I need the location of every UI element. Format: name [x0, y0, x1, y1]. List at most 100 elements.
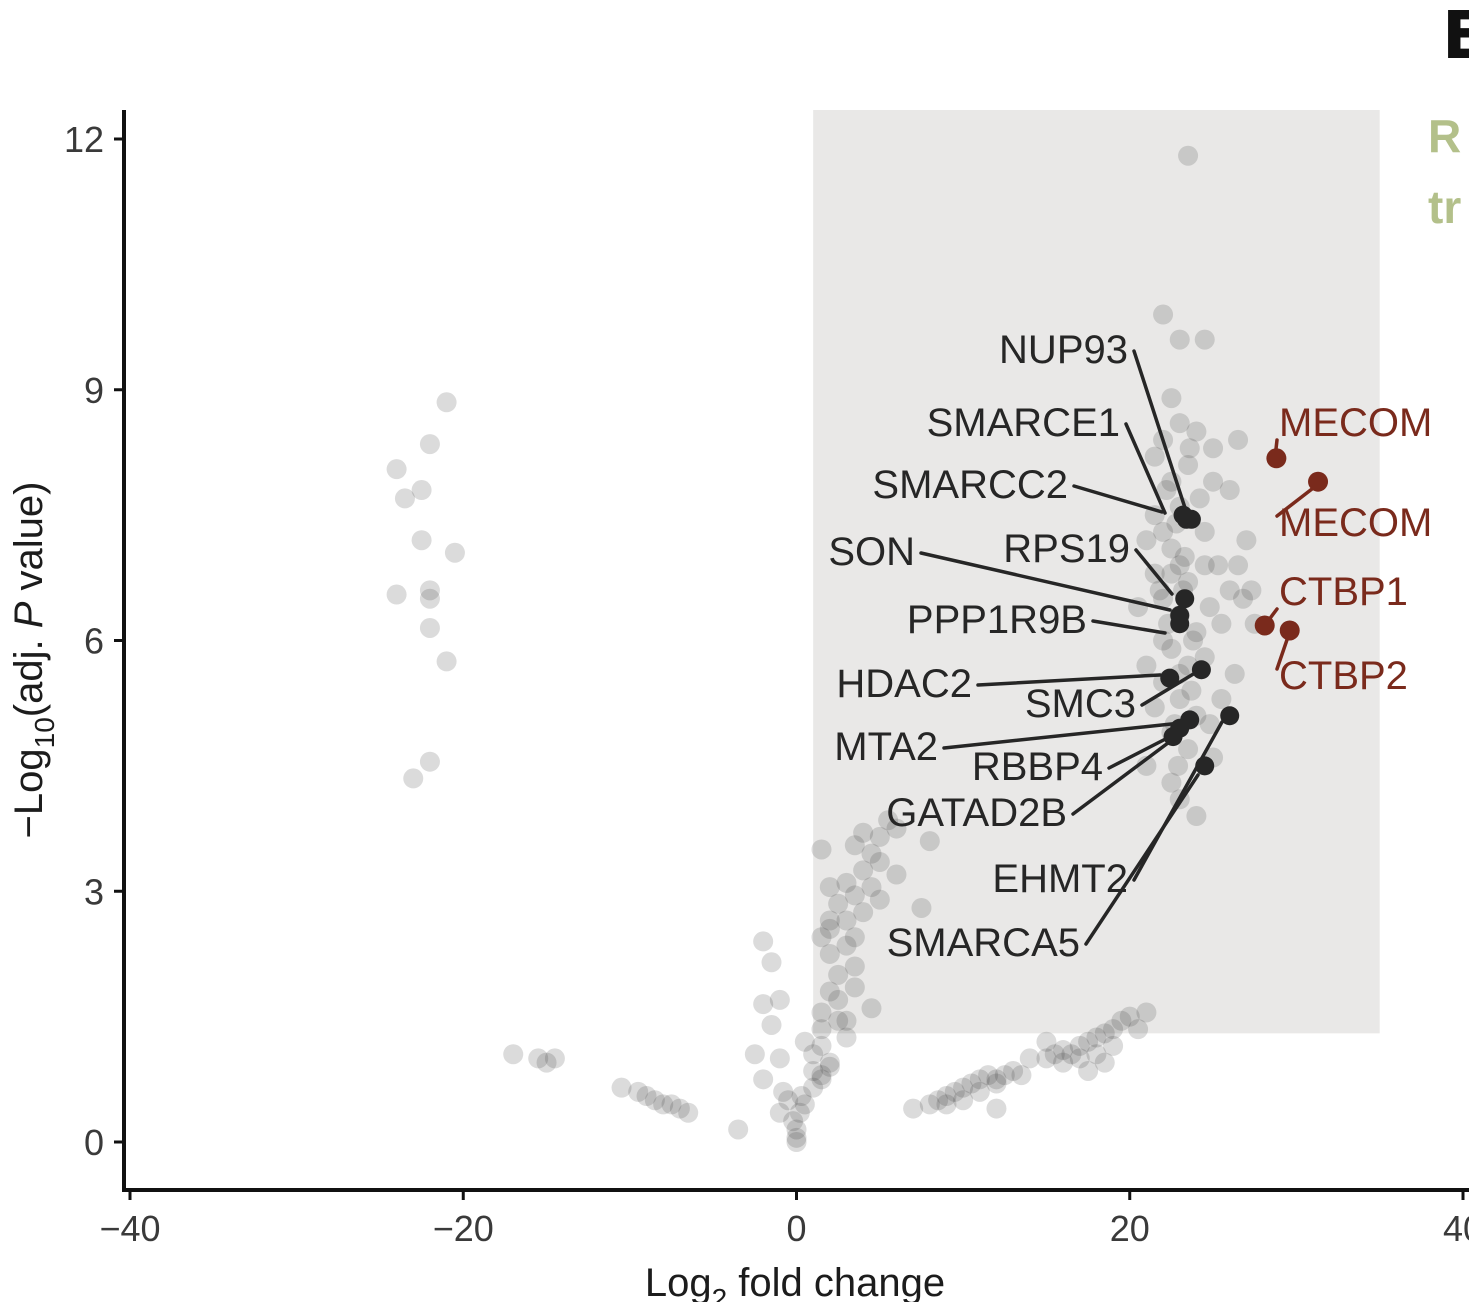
gene-label: SON [828, 530, 915, 574]
data-point [1069, 1048, 1090, 1069]
data-point [1186, 806, 1207, 827]
leader-line [1134, 548, 1174, 596]
data-point [1219, 580, 1240, 601]
gene-label: MECOM [1279, 501, 1432, 545]
data-points [386, 145, 1265, 1152]
data-point [994, 1065, 1015, 1086]
leader-line [976, 673, 1162, 687]
data-point [1078, 1031, 1099, 1052]
data-point [811, 1065, 832, 1086]
data-point [1136, 655, 1157, 676]
data-point [786, 1127, 807, 1148]
data-point [419, 580, 440, 601]
red-point [1308, 471, 1329, 492]
data-point [828, 964, 849, 985]
gene-label: MECOM [1279, 401, 1432, 445]
data-point [1194, 329, 1215, 350]
data-point [1161, 772, 1182, 793]
data-point [769, 989, 790, 1010]
data-point [411, 480, 432, 501]
panel-title-line-2: tr [1428, 181, 1461, 233]
data-point [436, 651, 457, 672]
data-point [844, 927, 865, 948]
data-point [1128, 1019, 1149, 1040]
data-point [828, 989, 849, 1010]
data-point [644, 1090, 665, 1111]
labeled-point [1175, 589, 1195, 609]
data-point [636, 1086, 657, 1107]
data-point [436, 392, 457, 413]
data-point [803, 1077, 824, 1098]
data-point [986, 1098, 1007, 1119]
leader-line [1072, 484, 1164, 514]
gene-label: CTBP1 [1279, 570, 1408, 614]
data-point [1044, 1044, 1065, 1065]
data-point [773, 1081, 794, 1102]
data-point [1169, 329, 1190, 350]
data-point [1094, 1052, 1115, 1073]
data-point [1086, 1027, 1107, 1048]
data-point [819, 918, 840, 939]
gene-label: RBBP4 [972, 745, 1103, 789]
data-point [836, 1027, 857, 1048]
data-point [878, 810, 899, 831]
data-point [728, 1119, 749, 1140]
data-point [786, 1119, 807, 1140]
data-point [1211, 689, 1232, 710]
labeled-point [1163, 727, 1183, 747]
data-point [769, 1102, 790, 1123]
data-point [1186, 622, 1207, 643]
data-point [536, 1052, 557, 1073]
y-tick-label: 3 [84, 871, 104, 912]
data-point [1224, 663, 1245, 684]
data-point [811, 1002, 832, 1023]
data-point [844, 835, 865, 856]
data-point [986, 1069, 1007, 1090]
data-point [1053, 1052, 1074, 1073]
data-point [403, 768, 424, 789]
data-point [869, 851, 890, 872]
red-point [1254, 615, 1275, 636]
data-point [1183, 630, 1204, 651]
data-point [1228, 429, 1249, 450]
data-point [1149, 580, 1170, 601]
data-point [944, 1081, 965, 1102]
data-point [1199, 714, 1220, 735]
axes: −40 −20 0 20 40 0 3 6 9 12 [64, 110, 1469, 1249]
data-point [1161, 388, 1182, 409]
data-point [761, 1014, 782, 1035]
leader-line [1091, 619, 1167, 635]
data-point [1181, 680, 1202, 701]
data-point [794, 1031, 815, 1052]
red-point [1279, 620, 1300, 641]
y-tick-label: 9 [84, 370, 104, 411]
data-point [1211, 613, 1232, 634]
data-point [828, 893, 849, 914]
red-points [1254, 448, 1329, 641]
panel-letter: E [1442, 0, 1469, 74]
data-point [753, 1069, 774, 1090]
labeled-point [1191, 660, 1211, 680]
gene-label: SMARCA5 [887, 921, 1080, 965]
data-point [836, 910, 857, 931]
x-ticks: −40 −20 0 20 40 [99, 1190, 1469, 1249]
data-point [1219, 480, 1240, 501]
data-point [836, 935, 857, 956]
data-point [419, 434, 440, 455]
data-point [853, 860, 874, 881]
data-point [1178, 454, 1199, 475]
data-point [1178, 145, 1199, 166]
leader-line [1124, 422, 1167, 515]
data-point [1136, 1002, 1157, 1023]
gene-label: EHMT2 [992, 857, 1128, 901]
data-point [861, 877, 882, 898]
data-point [1161, 563, 1182, 584]
gene-label: CTBP2 [1279, 654, 1408, 698]
data-point [769, 1048, 790, 1069]
data-point [819, 981, 840, 1002]
data-point [1061, 1044, 1082, 1065]
data-point [1178, 739, 1199, 760]
leader-line [1084, 773, 1200, 946]
data-point [503, 1044, 524, 1065]
data-point [1136, 530, 1157, 551]
